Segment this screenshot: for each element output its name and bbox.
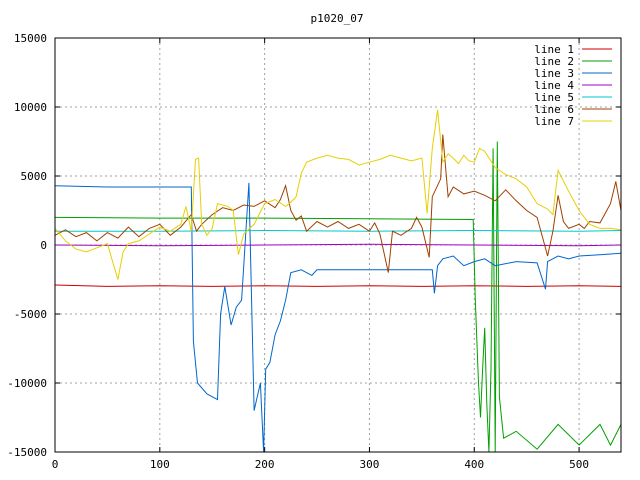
y-tick-label: -10000	[7, 377, 47, 390]
series-line-7	[54, 109, 622, 280]
x-tick-label: 0	[52, 458, 59, 471]
y-tick-label: 5000	[21, 170, 48, 183]
series-line-3	[54, 182, 622, 453]
series-line-2	[54, 141, 622, 453]
series-line-6	[54, 134, 622, 273]
y-tick-label: -5000	[14, 308, 47, 321]
legend-label-7: line 7	[534, 115, 574, 128]
y-tick-label: 10000	[14, 101, 47, 114]
legend-label-2: line 2	[534, 55, 574, 68]
legend-label-6: line 6	[534, 103, 574, 116]
x-tick-label: 300	[360, 458, 380, 471]
series-line-1	[54, 284, 622, 287]
x-tick-label: 100	[150, 458, 170, 471]
y-tick-label: -15000	[7, 446, 47, 459]
series-line-5	[55, 229, 622, 232]
x-tick-label: 400	[464, 458, 484, 471]
series-layer	[54, 109, 622, 453]
x-tick-label: 500	[569, 458, 589, 471]
legend-label-4: line 4	[534, 79, 574, 92]
y-tick-label: 15000	[14, 32, 47, 45]
y-tick-label: 0	[40, 239, 47, 252]
plot-frame	[54, 37, 622, 453]
legend-label-3: line 3	[534, 67, 574, 80]
axis-ticks: 0 100 200 300 400 500 -15000 -10000 -5000 0 5000 10…	[7, 32, 621, 471]
legend-label-1: line 1	[534, 43, 574, 56]
legend-label-5: line 5	[534, 91, 574, 104]
x-tick-label: 200	[255, 458, 275, 471]
series-line-4	[54, 243, 622, 247]
chart-title: p1020_07	[311, 12, 364, 25]
